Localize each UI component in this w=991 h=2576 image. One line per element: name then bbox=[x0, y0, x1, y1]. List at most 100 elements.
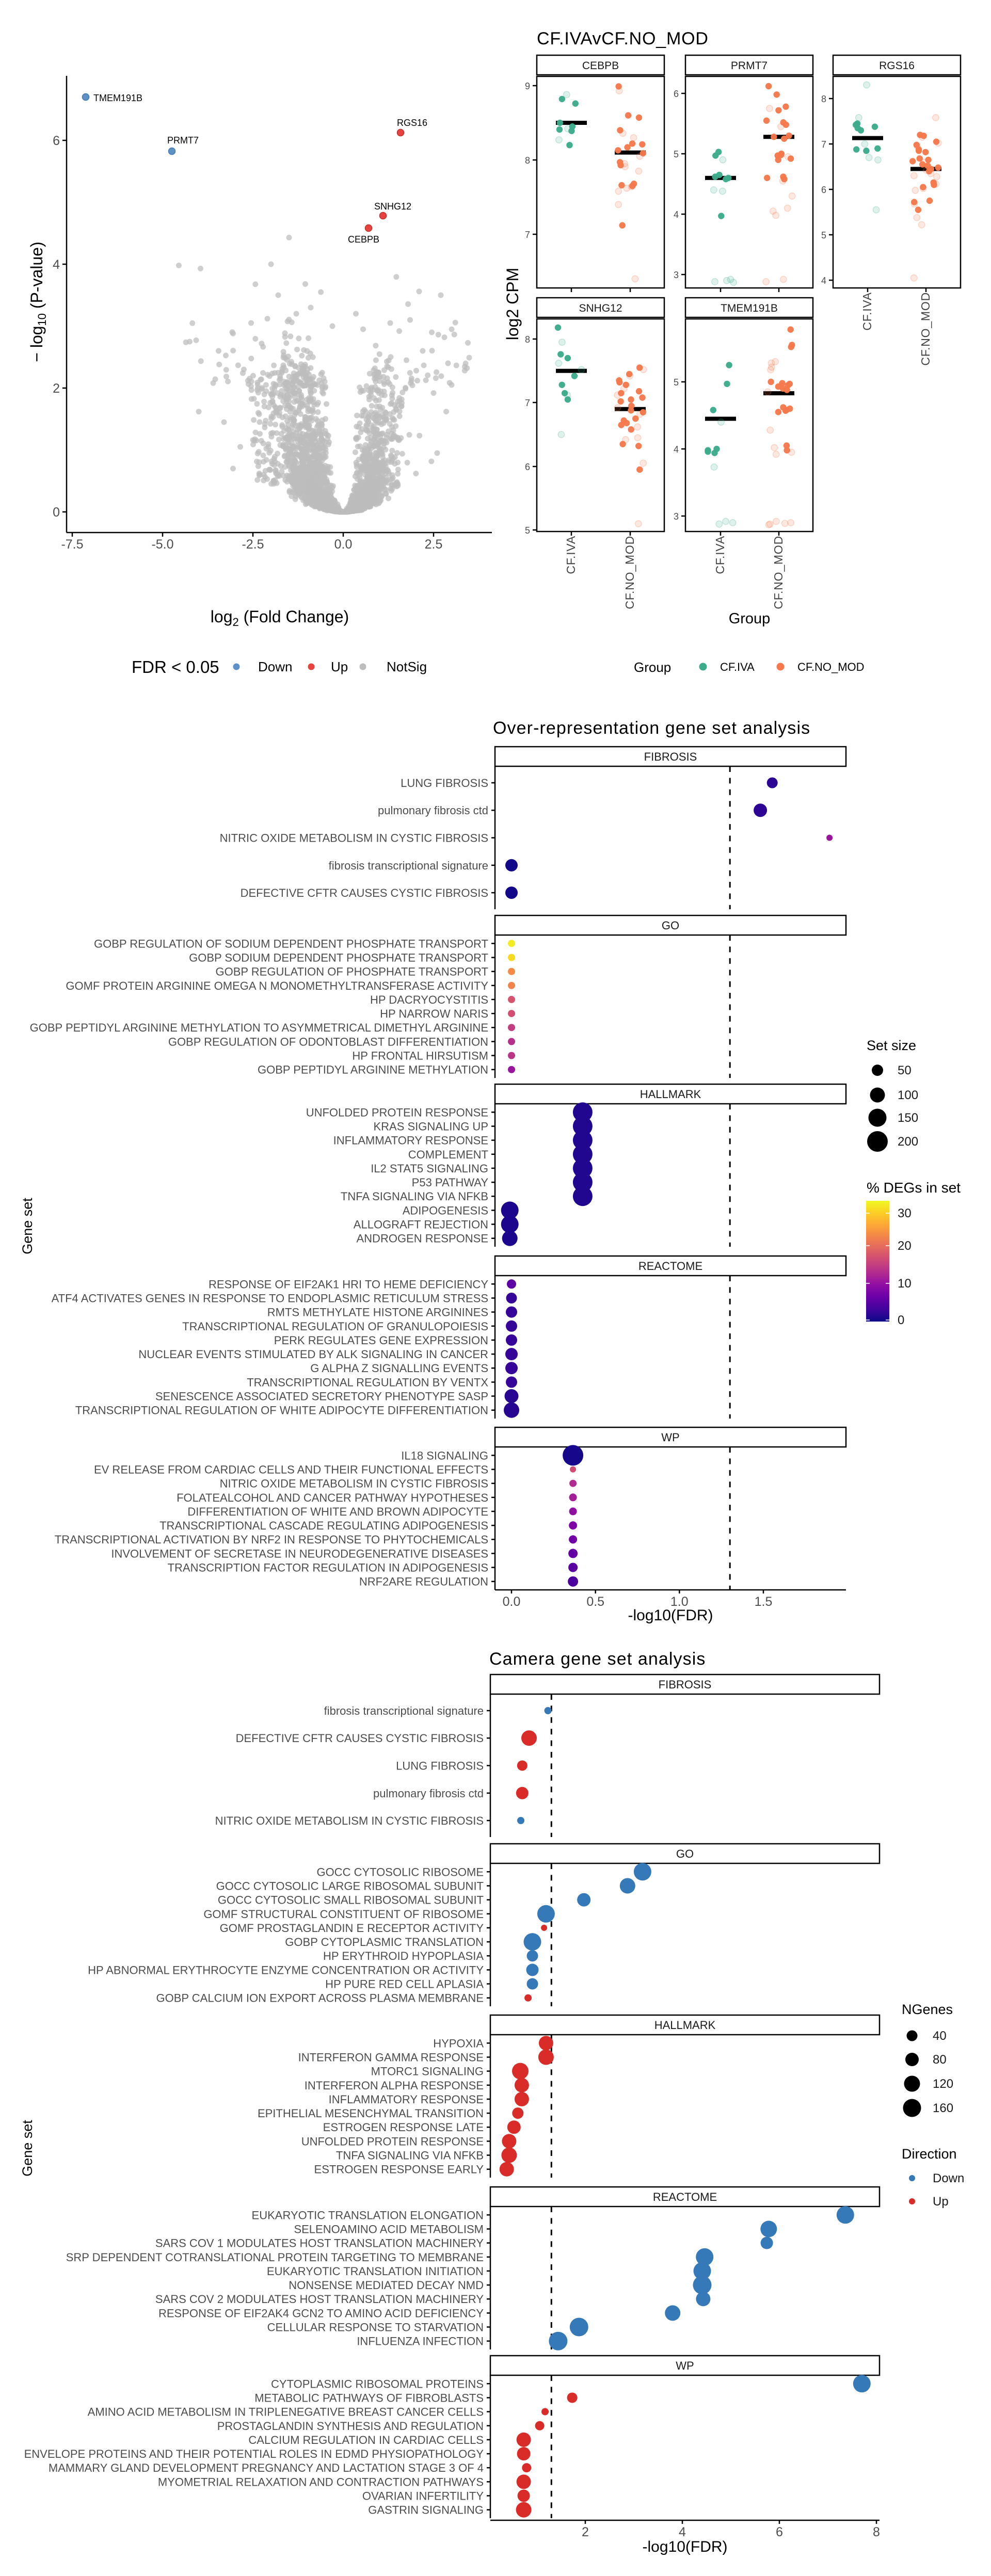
svg-text:DEFECTIVE CFTR CAUSES CYSTIC F: DEFECTIVE CFTR CAUSES CYSTIC FIBROSIS bbox=[241, 887, 488, 899]
svg-text:GOMF STRUCTURAL CONSTITUENT OF: GOMF STRUCTURAL CONSTITUENT OF RIBOSOME bbox=[203, 1908, 484, 1921]
svg-text:GO: GO bbox=[676, 1847, 694, 1860]
svg-text:pulmonary fibrosis ctd: pulmonary fibrosis ctd bbox=[378, 804, 488, 817]
svg-text:-5.0: -5.0 bbox=[151, 537, 173, 552]
svg-text:RGS16: RGS16 bbox=[397, 118, 427, 128]
svg-text:0: 0 bbox=[53, 505, 60, 520]
svg-text:TRANSCRIPTIONAL CASCADE REGULA: TRANSCRIPTIONAL CASCADE REGULATING ADIPO… bbox=[159, 1519, 488, 1532]
svg-text:120: 120 bbox=[933, 2077, 953, 2091]
svg-text:WP: WP bbox=[676, 2359, 694, 2372]
svg-text:GOCC CYTOSOLIC LARGE RIBOSOMAL: GOCC CYTOSOLIC LARGE RIBOSOMAL SUBUNIT bbox=[216, 1880, 484, 1893]
svg-text:CEBPB: CEBPB bbox=[348, 234, 379, 245]
svg-text:0.0: 0.0 bbox=[334, 537, 353, 552]
svg-text:Group: Group bbox=[634, 659, 671, 675]
svg-text:HALLMARK: HALLMARK bbox=[654, 2019, 716, 2032]
svg-text:DEFECTIVE CFTR CAUSES CYSTIC F: DEFECTIVE CFTR CAUSES CYSTIC FIBROSIS bbox=[236, 1732, 484, 1745]
svg-text:REACTOME: REACTOME bbox=[638, 1260, 702, 1273]
svg-text:7: 7 bbox=[525, 398, 530, 408]
svg-text:G ALPHA Z SIGNALLING EVENTS: G ALPHA Z SIGNALLING EVENTS bbox=[310, 1362, 488, 1375]
svg-text:Gene set: Gene set bbox=[20, 1198, 35, 1254]
svg-text:3: 3 bbox=[674, 270, 679, 280]
svg-text:TNFA SIGNALING VIA NFKB: TNFA SIGNALING VIA NFKB bbox=[341, 1190, 488, 1203]
svg-text:EV RELEASE FROM CARDIAC CELLS: EV RELEASE FROM CARDIAC CELLS AND THEIR … bbox=[94, 1463, 488, 1476]
svg-text:P53 PATHWAY: P53 PATHWAY bbox=[412, 1176, 489, 1189]
svg-text:5: 5 bbox=[821, 230, 826, 240]
svg-text:SNHG12: SNHG12 bbox=[374, 201, 411, 212]
svg-text:ATF4 ACTIVATES GENES IN RESPON: ATF4 ACTIVATES GENES IN RESPONSE TO ENDO… bbox=[52, 1292, 488, 1305]
svg-text:20: 20 bbox=[898, 1239, 912, 1253]
svg-text:FIBROSIS: FIBROSIS bbox=[659, 1678, 712, 1691]
svg-text:160: 160 bbox=[933, 2101, 953, 2115]
svg-text:Over-representation gene set a: Over-representation gene set analysis bbox=[493, 718, 810, 738]
svg-text:RESPONSE OF EIF2AK1 HRI TO HEM: RESPONSE OF EIF2AK1 HRI TO HEME DEFICIEN… bbox=[209, 1278, 488, 1291]
svg-text:3: 3 bbox=[674, 511, 679, 522]
svg-text:4: 4 bbox=[674, 444, 679, 455]
svg-text:80: 80 bbox=[933, 2053, 947, 2067]
svg-text:UNFOLDED PROTEIN RESPONSE: UNFOLDED PROTEIN RESPONSE bbox=[301, 2135, 484, 2148]
svg-text:LUNG FIBROSIS: LUNG FIBROSIS bbox=[401, 777, 488, 790]
svg-text:GOMF PROTEIN ARGININE OMEGA N: GOMF PROTEIN ARGININE OMEGA N MONOMETHYL… bbox=[66, 979, 488, 992]
svg-text:HALLMARK: HALLMARK bbox=[640, 1088, 701, 1101]
svg-text:PRMT7: PRMT7 bbox=[731, 60, 768, 72]
svg-text:4: 4 bbox=[821, 276, 826, 286]
svg-text:Up: Up bbox=[933, 2195, 949, 2209]
svg-text:GASTRIN SIGNALING: GASTRIN SIGNALING bbox=[368, 2504, 484, 2517]
svg-text:ADIPOGENESIS: ADIPOGENESIS bbox=[403, 1204, 488, 1217]
svg-text:Group: Group bbox=[729, 610, 771, 627]
svg-text:5: 5 bbox=[525, 525, 530, 536]
svg-text:INTERFERON ALPHA RESPONSE: INTERFERON ALPHA RESPONSE bbox=[305, 2079, 484, 2092]
svg-text:SARS COV 2 MODULATES HOST TRAN: SARS COV 2 MODULATES HOST TRANSLATION MA… bbox=[155, 2293, 484, 2306]
svg-text:HP DACRYOCYSTITIS: HP DACRYOCYSTITIS bbox=[370, 993, 488, 1006]
svg-text:TRANSCRIPTIONAL REGULATION BY: TRANSCRIPTIONAL REGULATION BY VENTX bbox=[247, 1376, 488, 1389]
svg-text:NUCLEAR EVENTS STIMULATED BY A: NUCLEAR EVENTS STIMULATED BY ALK SIGNALI… bbox=[138, 1348, 488, 1361]
svg-text:2: 2 bbox=[582, 2525, 589, 2539]
svg-text:TRANSCRIPTION FACTOR REGULATIO: TRANSCRIPTION FACTOR REGULATION IN ADIPO… bbox=[168, 1561, 488, 1574]
svg-text:GOCC CYTOSOLIC RIBOSOME: GOCC CYTOSOLIC RIBOSOME bbox=[316, 1865, 484, 1878]
svg-text:6: 6 bbox=[776, 2525, 783, 2539]
svg-text:REACTOME: REACTOME bbox=[653, 2191, 717, 2203]
svg-text:MAMMARY GLAND DEVELOPMENT PREG: MAMMARY GLAND DEVELOPMENT PREGNANCY AND … bbox=[49, 2461, 484, 2474]
svg-text:INFLAMMATORY RESPONSE: INFLAMMATORY RESPONSE bbox=[329, 2093, 484, 2106]
svg-text:NITRIC OXIDE METABOLISM IN CYS: NITRIC OXIDE METABOLISM IN CYSTIC FIBROS… bbox=[220, 832, 488, 845]
svg-text:CYTOPLASMIC RIBOSOMAL PROTEINS: CYTOPLASMIC RIBOSOMAL PROTEINS bbox=[271, 2377, 484, 2390]
svg-text:1.5: 1.5 bbox=[755, 1595, 773, 1609]
svg-text:4: 4 bbox=[53, 257, 60, 272]
svg-text:Camera gene set analysis: Camera gene set analysis bbox=[489, 1649, 706, 1669]
svg-text:TMEM191B: TMEM191B bbox=[93, 93, 142, 103]
svg-text:PROSTAGLANDIN SYNTHESIS AND RE: PROSTAGLANDIN SYNTHESIS AND REGULATION bbox=[217, 2420, 484, 2433]
svg-text:HP FRONTAL HIRSUTISM: HP FRONTAL HIRSUTISM bbox=[352, 1050, 488, 1062]
svg-text:DIFFERENTIATION OF WHITE AND B: DIFFERENTIATION OF WHITE AND BROWN ADIPO… bbox=[187, 1505, 488, 1518]
svg-text:PERK REGULATES GENE EXPRESSION: PERK REGULATES GENE EXPRESSION bbox=[274, 1334, 488, 1347]
svg-text:10: 10 bbox=[898, 1277, 912, 1291]
svg-text:IL18 SIGNALING: IL18 SIGNALING bbox=[401, 1449, 488, 1462]
svg-text:Direction: Direction bbox=[902, 2146, 957, 2162]
svg-text:NONSENSE MEDIATED DECAY NMD: NONSENSE MEDIATED DECAY NMD bbox=[289, 2279, 484, 2292]
svg-text:NRF2ARE REGULATION: NRF2ARE REGULATION bbox=[359, 1575, 488, 1588]
svg-text:-2.5: -2.5 bbox=[242, 537, 264, 552]
svg-text:CF.IVA: CF.IVA bbox=[713, 536, 727, 574]
svg-text:4: 4 bbox=[674, 210, 679, 220]
svg-text:NGenes: NGenes bbox=[902, 2002, 953, 2017]
svg-text:WP: WP bbox=[661, 1431, 679, 1444]
svg-text:2.5: 2.5 bbox=[425, 537, 443, 552]
svg-text:RESPONSE OF EIF2AK4 GCN2 TO AM: RESPONSE OF EIF2AK4 GCN2 TO AMINO ACID D… bbox=[158, 2307, 484, 2320]
svg-text:8: 8 bbox=[525, 155, 530, 166]
svg-text:HP ERYTHROID HYPOPLASIA: HP ERYTHROID HYPOPLASIA bbox=[323, 1950, 484, 1962]
svg-text:fibrosis transcriptional signa: fibrosis transcriptional signature bbox=[324, 1704, 484, 1717]
svg-text:GOBP PEPTIDYL ARGININE METHYLA: GOBP PEPTIDYL ARGININE METHYLATION TO AS… bbox=[30, 1021, 488, 1034]
svg-text:% DEGs in set: % DEGs in set bbox=[867, 1180, 961, 1196]
svg-text:HYPOXIA: HYPOXIA bbox=[433, 2037, 484, 2050]
svg-text:INVOLVEMENT OF SECRETASE IN NE: INVOLVEMENT OF SECRETASE IN NEURODEGENER… bbox=[111, 1547, 488, 1560]
svg-text:200: 200 bbox=[898, 1135, 918, 1149]
svg-text:TRANSCRIPTIONAL REGULATION OF: TRANSCRIPTIONAL REGULATION OF GRANULOPOI… bbox=[182, 1320, 488, 1333]
svg-text:RMTS METHYLATE HISTONE ARGININ: RMTS METHYLATE HISTONE ARGININES bbox=[267, 1306, 488, 1319]
svg-text:SRP DEPENDENT COTRANSLATIONAL: SRP DEPENDENT COTRANSLATIONAL PROTEIN TA… bbox=[66, 2251, 484, 2264]
svg-text:SENESCENCE ASSOCIATED SECRETOR: SENESCENCE ASSOCIATED SECRETORY PHENOTYP… bbox=[155, 1390, 488, 1403]
svg-text:0.0: 0.0 bbox=[503, 1595, 521, 1609]
svg-text:CF.NO_MOD: CF.NO_MOD bbox=[623, 536, 636, 609]
svg-text:− log10 (P-value): − log10 (P-value) bbox=[27, 242, 49, 362]
svg-text:40: 40 bbox=[933, 2029, 947, 2043]
svg-text:6: 6 bbox=[53, 134, 60, 148]
svg-text:INFLAMMATORY RESPONSE: INFLAMMATORY RESPONSE bbox=[333, 1134, 488, 1147]
svg-text:TRANSCRIPTIONAL REGULATION OF: TRANSCRIPTIONAL REGULATION OF WHITE ADIP… bbox=[75, 1404, 488, 1417]
svg-text:7: 7 bbox=[821, 139, 826, 150]
